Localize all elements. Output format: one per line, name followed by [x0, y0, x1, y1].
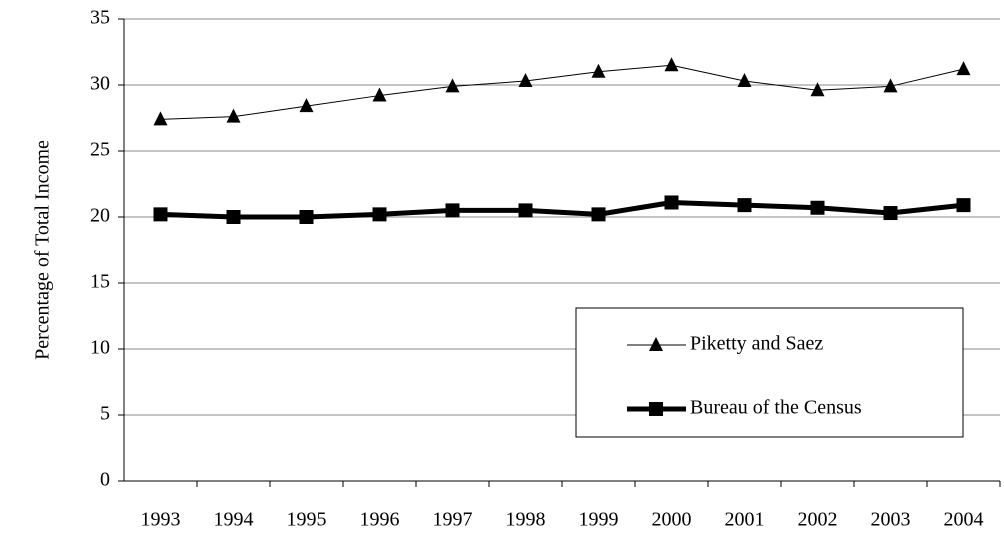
- x-tick-label: 1999: [579, 509, 619, 531]
- data-point: [445, 203, 460, 218]
- x-tick-label: 1997: [433, 509, 473, 531]
- y-tick-label: 25: [90, 139, 110, 161]
- legend-label: Piketty and Saez: [690, 333, 823, 355]
- x-tick-label: 2002: [798, 509, 838, 531]
- legend-box: [575, 307, 964, 438]
- x-tick-label: 2003: [871, 509, 911, 531]
- x-tick-label: 2000: [652, 509, 692, 531]
- data-point: [226, 210, 241, 224]
- y-tick-label: 20: [90, 205, 110, 227]
- data-point: [883, 206, 898, 221]
- y-tick-label: 15: [90, 271, 110, 293]
- x-tick-label: 2001: [725, 509, 765, 531]
- data-point: [299, 210, 314, 224]
- data-point: [810, 82, 825, 97]
- data-point: [591, 207, 606, 222]
- data-point: [737, 198, 752, 213]
- data-point: [372, 87, 387, 102]
- y-tick-label: 0: [100, 469, 110, 491]
- data-point: [664, 57, 679, 72]
- series-line: [160, 64, 964, 120]
- data-point: [518, 203, 533, 218]
- y-axis-label: Percentage of Total Income: [32, 140, 54, 360]
- data-point: [664, 195, 679, 210]
- x-tick-label: 2004: [944, 509, 984, 531]
- data-point: [883, 78, 898, 93]
- data-point: [153, 207, 168, 222]
- data-point: [591, 63, 606, 78]
- data-point: [956, 198, 971, 213]
- y-tick-label: 10: [90, 337, 110, 359]
- x-tick-label: 1998: [506, 509, 546, 531]
- data-point: [445, 78, 460, 93]
- x-tick-label: 1993: [141, 509, 181, 531]
- legend-label: Bureau of the Census: [690, 397, 862, 419]
- series-line: [160, 199, 964, 220]
- data-point: [153, 111, 168, 126]
- data-point: [299, 98, 314, 113]
- y-tick-label: 5: [100, 403, 110, 425]
- data-point: [810, 200, 825, 215]
- data-point: [372, 207, 387, 222]
- x-tick-label: 1994: [214, 509, 254, 531]
- y-tick-label: 35: [90, 7, 110, 29]
- data-point: [956, 61, 971, 76]
- data-point: [737, 73, 752, 88]
- x-tick-label: 1995: [287, 509, 327, 531]
- data-point: [518, 73, 533, 88]
- x-tick-label: 1996: [360, 509, 400, 531]
- y-tick-label: 30: [90, 73, 110, 95]
- legend-marker: [649, 337, 663, 351]
- data-point: [226, 108, 241, 123]
- legend-marker: [649, 402, 663, 416]
